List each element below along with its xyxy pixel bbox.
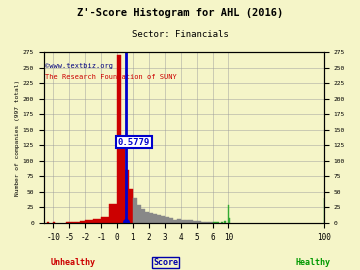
Bar [157, 215, 161, 223]
Bar [221, 222, 222, 223]
Bar [229, 218, 230, 223]
Bar [47, 222, 49, 223]
Bar [208, 222, 212, 223]
Bar [185, 220, 189, 223]
Bar [129, 189, 133, 223]
Bar [85, 220, 93, 223]
Bar [197, 221, 201, 223]
Bar [145, 212, 149, 223]
Text: Z'-Score Histogram for AHL (2016): Z'-Score Histogram for AHL (2016) [77, 8, 283, 18]
Bar [121, 148, 125, 223]
Text: The Research Foundation of SUNY: The Research Foundation of SUNY [45, 74, 177, 80]
Text: Score: Score [153, 258, 178, 267]
Bar [101, 217, 109, 223]
Bar [165, 217, 169, 223]
Bar [225, 221, 226, 223]
Bar [169, 218, 173, 223]
Bar [177, 219, 181, 223]
Bar [66, 222, 68, 223]
Bar [82, 221, 85, 223]
Text: ©www.textbiz.org: ©www.textbiz.org [45, 63, 113, 69]
Bar [117, 55, 121, 223]
Bar [125, 170, 129, 223]
Bar [69, 222, 72, 223]
Text: 0.5779: 0.5779 [117, 138, 150, 147]
Text: Sector: Financials: Sector: Financials [132, 30, 228, 39]
Bar [215, 222, 216, 223]
Bar [216, 222, 219, 223]
Y-axis label: Number of companies (997 total): Number of companies (997 total) [15, 79, 20, 195]
Bar [68, 222, 69, 223]
Bar [53, 222, 55, 223]
Bar [173, 220, 177, 223]
Bar [204, 222, 208, 223]
Bar [189, 220, 193, 223]
Bar [212, 222, 215, 223]
Bar [201, 222, 204, 223]
Bar [133, 198, 137, 223]
Bar [109, 204, 117, 223]
Bar [137, 205, 141, 223]
Bar [80, 221, 82, 223]
Text: Healthy: Healthy [295, 258, 330, 266]
Bar [72, 222, 75, 223]
Bar [149, 214, 153, 223]
Bar [77, 222, 80, 223]
Bar [181, 220, 185, 223]
Bar [141, 209, 145, 223]
Text: Unhealthy: Unhealthy [50, 258, 95, 266]
Bar [193, 221, 197, 223]
Bar [93, 219, 101, 223]
Bar [153, 214, 157, 223]
Bar [161, 216, 165, 223]
Bar [75, 222, 77, 223]
